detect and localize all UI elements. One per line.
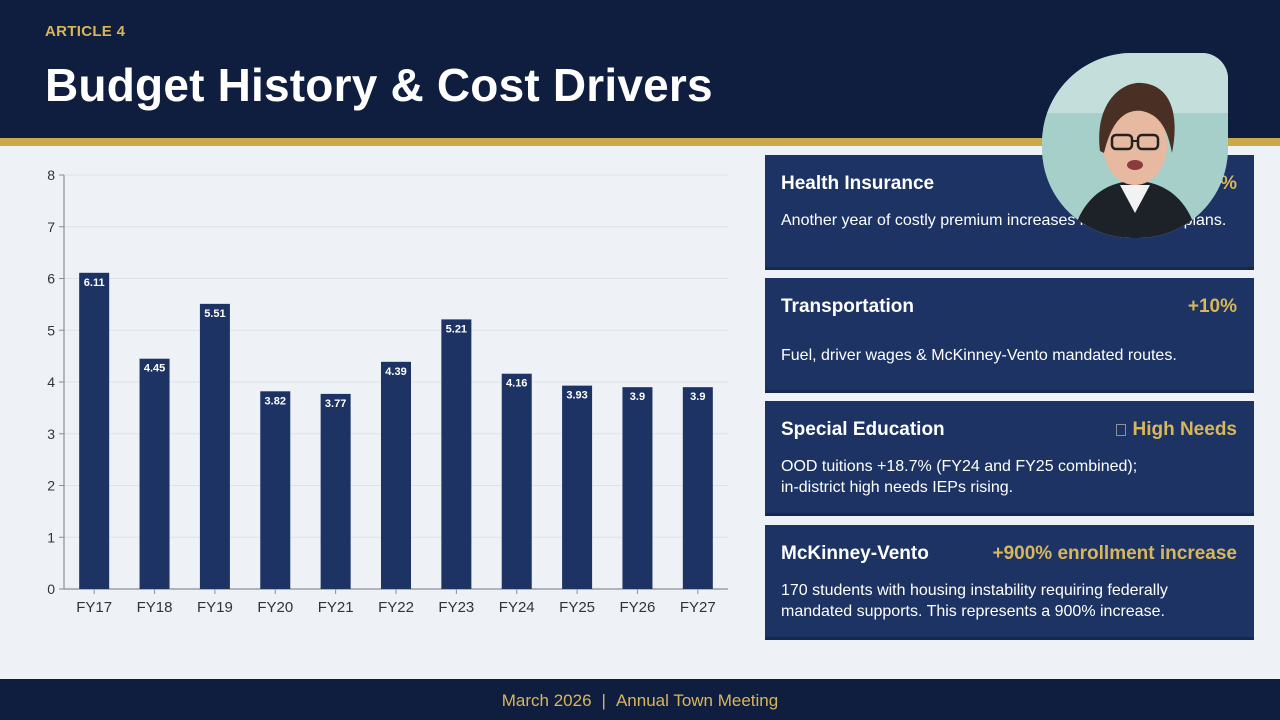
bar-fy24: [501, 373, 532, 589]
y-tick-label: 0: [47, 581, 55, 597]
slide-title: Budget History & Cost Drivers: [45, 59, 713, 111]
bar-fy20: [260, 391, 291, 589]
slide-footer: March 2026 | Annual Town Meeting: [0, 679, 1280, 720]
card-title: Special Education: [781, 419, 945, 440]
bar-fy23: [441, 319, 472, 589]
data-label: 3.9: [690, 391, 705, 403]
budget-history-chart: 0 1 2 3 4 5 6 7 8 6.11 FY17 4.45 FY18 5.51 FY19 3.82 FY2…: [20, 160, 740, 630]
x-tick-label: FY26: [620, 599, 656, 616]
bar-fy26: [622, 387, 653, 589]
x-tick-label: FY27: [680, 599, 716, 616]
x-tick-label: FY22: [378, 599, 414, 616]
card-title: McKinney-Vento: [781, 543, 929, 564]
x-tick-label: FY19: [197, 599, 233, 616]
y-tick-label: 3: [47, 426, 55, 442]
card-body-line: in-district high needs IEPs rising.: [781, 479, 1014, 496]
y-tick-label: 4: [47, 374, 55, 390]
y-tick-label: 7: [47, 219, 55, 235]
slide-header: ARTICLE 4 Budget History & Cost Drivers: [0, 0, 1280, 138]
x-tick-label: FY20: [257, 599, 293, 616]
article-kicker: ARTICLE 4: [45, 23, 126, 40]
card-stat-text: High Needs: [1132, 419, 1237, 440]
card-transportation: Transportation +10% Fuel, driver wages &…: [765, 278, 1254, 393]
missing-glyph-icon: [1116, 424, 1127, 436]
footer-event: Annual Town Meeting: [615, 691, 779, 710]
y-tick-label: 1: [47, 529, 55, 545]
x-tick-label: FY23: [438, 599, 474, 616]
bar-fy27: [682, 387, 713, 589]
data-label: 5.51: [204, 308, 225, 320]
data-label: 6.11: [84, 277, 105, 289]
bar-fy17: [79, 272, 110, 589]
data-label: 3.93: [566, 390, 587, 402]
card-stat: +900% enrollment increase: [992, 543, 1238, 564]
data-label: 3.77: [325, 398, 346, 410]
card-mckinney-vento: McKinney-Vento +900% enrollment increase…: [765, 525, 1254, 640]
data-label: 4.45: [144, 363, 165, 375]
card-body: OOD tuitions +18.7% (FY24 and FY25 combi…: [781, 456, 1241, 498]
y-tick-label: 8: [47, 167, 55, 183]
data-label: 4.39: [385, 366, 406, 378]
data-label: 5.21: [446, 323, 467, 335]
footer-date: March 2026: [501, 691, 592, 710]
bar-fy25: [562, 385, 593, 589]
bar-fy19: [199, 303, 230, 589]
card-title: Health Insurance: [781, 173, 935, 194]
x-tick-label: FY17: [76, 599, 112, 616]
card-title: Transportation: [781, 296, 915, 317]
x-tick-label: FY18: [137, 599, 173, 616]
footer-separator: |: [601, 691, 606, 710]
presenter-webcam: [1042, 53, 1228, 238]
card-special-education: Special Education High Needs OOD tuition…: [765, 401, 1254, 516]
card-body: 170 students with housing instability re…: [781, 582, 1168, 620]
x-tick-label: FY21: [318, 599, 354, 616]
bar-fy21: [320, 393, 351, 589]
x-tick-label: FY24: [499, 599, 535, 616]
gold-divider: [0, 138, 1280, 146]
footer-text: March 2026 | Annual Town Meeting: [0, 691, 1280, 711]
card-body: Fuel, driver wages & McKinney-Vento mand…: [781, 347, 1177, 364]
y-tick-label: 2: [47, 478, 55, 494]
y-tick-label: 6: [47, 271, 55, 287]
card-body-line: OOD tuitions +18.7% (FY24 and FY25 combi…: [781, 458, 1138, 475]
presenter-avatar-icon: [1042, 53, 1228, 238]
data-label: 3.82: [265, 395, 286, 407]
data-label: 3.9: [630, 391, 645, 403]
card-stat: +10%: [1187, 296, 1237, 317]
x-tick-label: FY25: [559, 599, 595, 616]
bar-fy18: [139, 358, 170, 589]
card-stat: High Needs: [1116, 419, 1237, 441]
y-tick-label: 5: [47, 322, 55, 338]
bar-fy22: [381, 361, 411, 589]
data-label: 4.16: [506, 378, 527, 390]
bar-chart-svg: 0 1 2 3 4 5 6 7 8 6.11 FY17 4.45 FY18 5.51 FY19 3.82 FY2…: [47, 167, 728, 616]
